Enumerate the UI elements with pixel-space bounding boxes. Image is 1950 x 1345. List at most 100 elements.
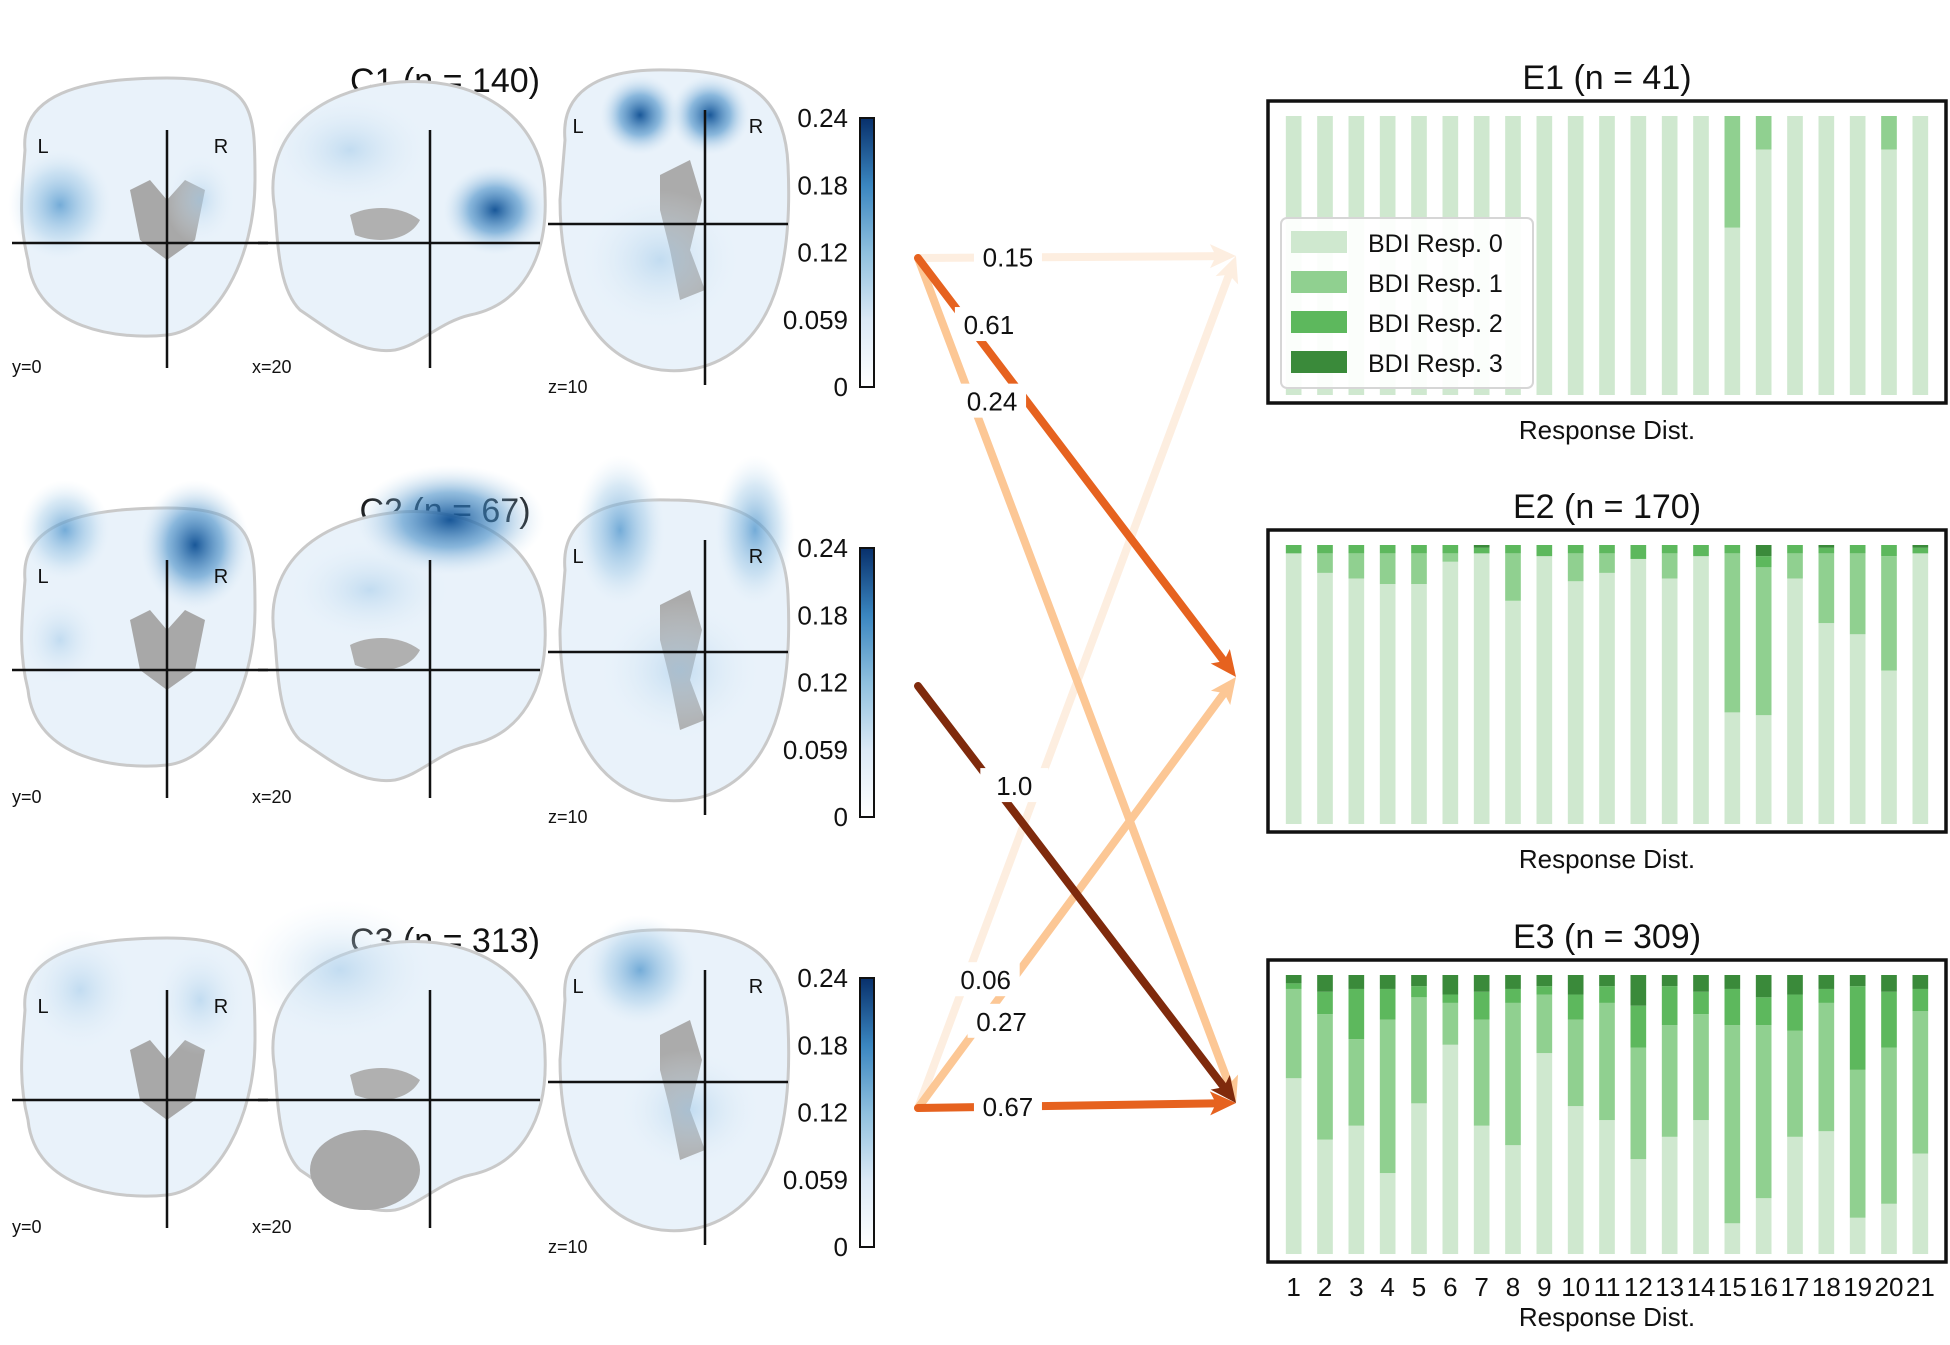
bar-segment-resp-2 <box>1567 994 1584 1020</box>
response-chart-E3: E3 (n = 309)1 2 3 4 5 6 7 8 9 10 11 12 13 14 15 16 17 18 1… <box>1266 918 1948 1332</box>
bar-segment-resp-1 <box>1912 1011 1929 1154</box>
x-tick-label: 7 <box>1474 1272 1488 1302</box>
coronal-slice: L Ry=0 <box>12 930 268 1237</box>
bar-segment-resp-3 <box>1473 975 1490 992</box>
x-tick-label: 18 <box>1812 1272 1841 1302</box>
flow-weight-label: 1.0 <box>996 771 1032 801</box>
bar-segment-resp-2 <box>1505 988 1521 1003</box>
bar-segment-resp-2 <box>1912 547 1929 554</box>
bar-segment-resp-0 <box>1567 116 1584 395</box>
flow-weight: 0.61 <box>954 307 1023 342</box>
flow-line <box>914 252 1227 262</box>
bar-segment-resp-2 <box>1505 545 1521 554</box>
activation-blob <box>245 900 435 1040</box>
bar-segment-resp-2 <box>1411 986 1427 998</box>
bar-segment-resp-2 <box>1818 988 1835 1003</box>
x-tick-label: 21 <box>1906 1272 1935 1302</box>
axial-slice: L Rz=10 <box>548 915 791 1257</box>
flow-label-bg <box>954 307 1023 342</box>
bar-segment-resp-3 <box>1630 975 1647 1006</box>
legend-swatch <box>1291 311 1347 333</box>
sagittal-ventricle <box>350 208 420 240</box>
bar-segment-resp-0 <box>1473 1125 1490 1254</box>
flow-C2-to-E3 <box>914 682 1246 1111</box>
bar-segment-resp-0 <box>1818 1131 1835 1254</box>
bar-segment-resp-1 <box>1630 1047 1647 1160</box>
flow-weight-label: 0.67 <box>983 1092 1034 1122</box>
bar-segment-resp-3 <box>1755 975 1772 998</box>
bar-segment-resp-3 <box>1473 545 1490 548</box>
bar-segment-resp-2 <box>1317 991 1333 1015</box>
bar-segment-resp-2 <box>1442 994 1459 1003</box>
flow-C3-to-E2 <box>914 669 1246 1112</box>
bar-segment-resp-1 <box>1724 553 1741 713</box>
bar-segment-resp-2 <box>1630 1005 1647 1048</box>
bar-segment-resp-3 <box>1411 975 1427 987</box>
colorbar-tick-label: 0 <box>834 1232 848 1262</box>
x-axis-label: Response Dist. <box>1519 844 1695 874</box>
chart-frame <box>1266 99 1948 405</box>
bar-segment-resp-3 <box>1599 975 1615 987</box>
bar-segment-resp-0 <box>1317 572 1333 824</box>
colorbar-tick-label: 0 <box>834 372 848 402</box>
bar-segment-resp-0 <box>1724 227 1741 395</box>
bar-segment-resp-2 <box>1285 545 1302 554</box>
cluster-row-2: C2 (n = 67)LRy=0x=20LRz=100.240.180.120.… <box>12 455 875 832</box>
bar-segment-resp-0 <box>1849 1217 1866 1254</box>
bar-segment-resp-3 <box>1285 975 1302 984</box>
colorbar: 0.24 0.18 0.12 0.059 0 <box>783 103 875 402</box>
chart-title: E3 (n = 309) <box>1513 918 1701 956</box>
right-marker: R <box>749 116 763 138</box>
bar-segment-resp-1 <box>1473 1019 1490 1126</box>
right-marker: R <box>749 546 763 568</box>
x-axis-label: Response Dist. <box>1519 1302 1695 1332</box>
bar-segment-resp-3 <box>1661 975 1678 987</box>
bar-segment-resp-3 <box>1912 545 1929 548</box>
legend-label: BDI Resp. 0 <box>1368 230 1503 258</box>
bar-segment-resp-0 <box>1849 116 1866 395</box>
bar-segment-resp-2 <box>1379 545 1396 554</box>
bar-segment-resp-1 <box>1693 1014 1709 1121</box>
bar-segment-resp-0 <box>1881 1203 1897 1254</box>
bar-segment-resp-3 <box>1818 975 1835 989</box>
bar-segment-resp-2 <box>1411 545 1427 554</box>
x-tick-label: 6 <box>1443 1272 1457 1302</box>
x-tick-label: 5 <box>1412 1272 1426 1302</box>
bars <box>1285 545 1929 824</box>
colorbar-gradient <box>859 547 875 818</box>
bar-segment-resp-2 <box>1755 997 1772 1026</box>
colorbar: 0.24 0.18 0.12 0.059 0 <box>783 533 875 832</box>
bar-segment-resp-0 <box>1348 578 1365 824</box>
legend-label: BDI Resp. 2 <box>1368 310 1503 338</box>
colorbar-tick-label: 0.059 <box>783 305 848 335</box>
activation-blob <box>20 595 100 685</box>
bar-segment-resp-1 <box>1755 567 1772 716</box>
bar-segment-resp-1 <box>1411 553 1427 585</box>
bar-segment-resp-3 <box>1567 975 1584 995</box>
bar-segment-resp-1 <box>1379 1019 1396 1174</box>
colorbar-gradient <box>859 977 875 1248</box>
bar-segment-resp-0 <box>1630 1159 1647 1254</box>
activation-blob <box>20 480 110 580</box>
coordinate-label: z=10 <box>548 807 588 827</box>
bar-segment-resp-1 <box>1661 553 1678 579</box>
bar-segment-resp-1 <box>1505 1002 1521 1146</box>
bar-segment-resp-0 <box>1599 116 1615 395</box>
left-marker: L <box>572 546 583 568</box>
flow-label-bg <box>951 962 1020 997</box>
bar-segment-resp-1 <box>1536 994 1553 1054</box>
bar-segment-resp-0 <box>1849 634 1866 824</box>
flow-weight: 0.27 <box>967 1003 1036 1038</box>
bar-segment-resp-0 <box>1411 1103 1427 1254</box>
activation-blob <box>155 945 245 1055</box>
bar-segment-resp-0 <box>1317 1139 1333 1254</box>
flow-weight-label: 0.61 <box>964 310 1015 340</box>
bar-segment-resp-3 <box>1787 975 1803 995</box>
activation-blob <box>585 915 695 1025</box>
bar-segment-resp-0 <box>1693 116 1709 395</box>
x-tick-label: 2 <box>1318 1272 1332 1302</box>
bar-segment-resp-2 <box>1881 991 1897 1048</box>
flow-line <box>914 682 1232 1096</box>
legend-label: BDI Resp. 3 <box>1368 350 1503 378</box>
bar-segment-resp-0 <box>1912 1153 1929 1254</box>
